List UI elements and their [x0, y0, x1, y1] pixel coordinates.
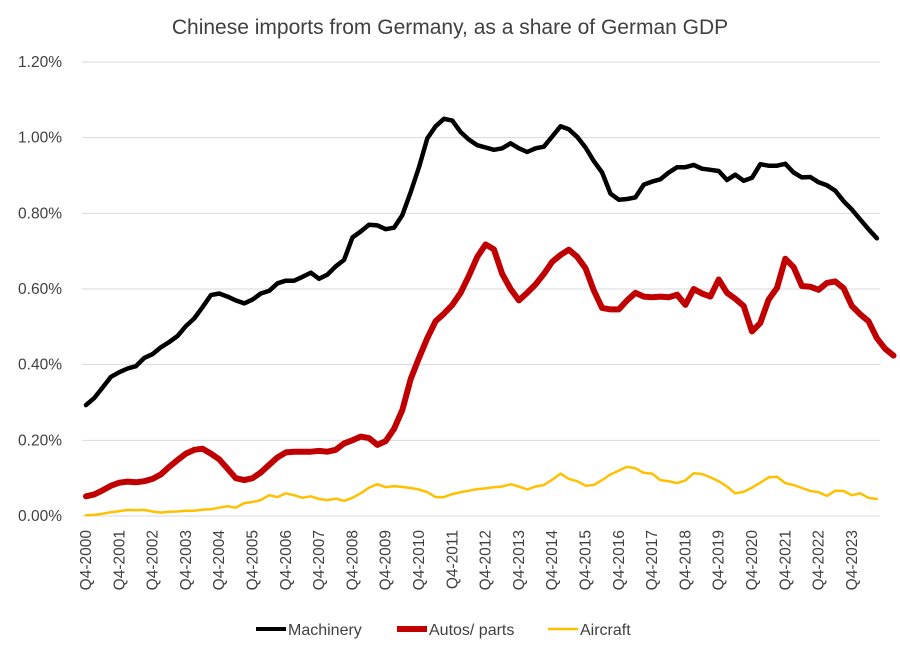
y-tick-label: 0.80%: [18, 205, 62, 222]
legend-label: Autos/ parts: [429, 622, 514, 639]
x-tick-label: Q4-2013: [511, 530, 528, 590]
legend-label: Aircraft: [580, 622, 631, 639]
x-tick-label: Q4-2021: [777, 530, 794, 590]
x-tick-label: Q4-2000: [78, 530, 95, 591]
series-line-autos-parts: [83, 241, 897, 500]
y-tick-label: 0.40%: [18, 357, 62, 374]
x-tick-label: Q4-2008: [344, 530, 361, 590]
x-tick-label: Q4-2023: [844, 530, 861, 590]
x-tick-label: Q4-2010: [411, 530, 428, 591]
x-axis: Q4-2000 Q4-2001 Q4-2002 Q4-2003 Q4-2004 Q4-20…: [78, 530, 861, 591]
x-tick-label: Q4-2020: [744, 530, 761, 591]
x-tick-label: Q4-2019: [711, 530, 728, 590]
x-tick-label: Q4-2018: [677, 530, 694, 590]
x-tick-label: Q4-2016: [611, 530, 628, 590]
x-tick-label: Q4-2004: [211, 530, 228, 591]
x-tick-label: Q4-2022: [811, 530, 828, 590]
x-tick-label: Q4-2011: [444, 530, 461, 589]
x-tick-label: Q4-2001: [111, 530, 128, 590]
y-tick-label: 0.60%: [18, 281, 62, 298]
y-tick-label: 1.00%: [18, 130, 62, 147]
x-tick-label: Q4-2005: [245, 530, 262, 590]
x-tick-label: Q4-2007: [311, 530, 328, 590]
series-lines: [83, 116, 897, 517]
x-tick-label: Q4-2003: [178, 530, 195, 590]
x-tick-label: Q4-2009: [378, 530, 395, 590]
x-tick-label: Q4-2014: [544, 530, 561, 591]
x-tick-label: Q4-2015: [578, 530, 595, 590]
y-tick-label: 0.00%: [18, 508, 62, 525]
legend: Machinery Autos/ parts Aircraft: [256, 622, 631, 639]
gridlines: [82, 61, 880, 517]
y-axis: 0.00% 0.20% 0.40% 0.60% 0.80% 1.00% 1.20%: [18, 54, 62, 525]
series-line-machinery: [83, 116, 880, 408]
x-tick-label: Q4-2002: [145, 530, 162, 590]
x-tick-label: Q4-2012: [478, 530, 495, 590]
x-tick-label: Q4-2006: [278, 530, 295, 590]
y-tick-label: 0.20%: [18, 432, 62, 449]
chart-title: Chinese imports from Germany, as a share…: [172, 16, 728, 39]
y-tick-label: 1.20%: [18, 54, 62, 71]
series-line-aircraft: [84, 465, 879, 517]
legend-label: Machinery: [288, 622, 362, 639]
x-tick-label: Q4-2017: [644, 530, 661, 590]
